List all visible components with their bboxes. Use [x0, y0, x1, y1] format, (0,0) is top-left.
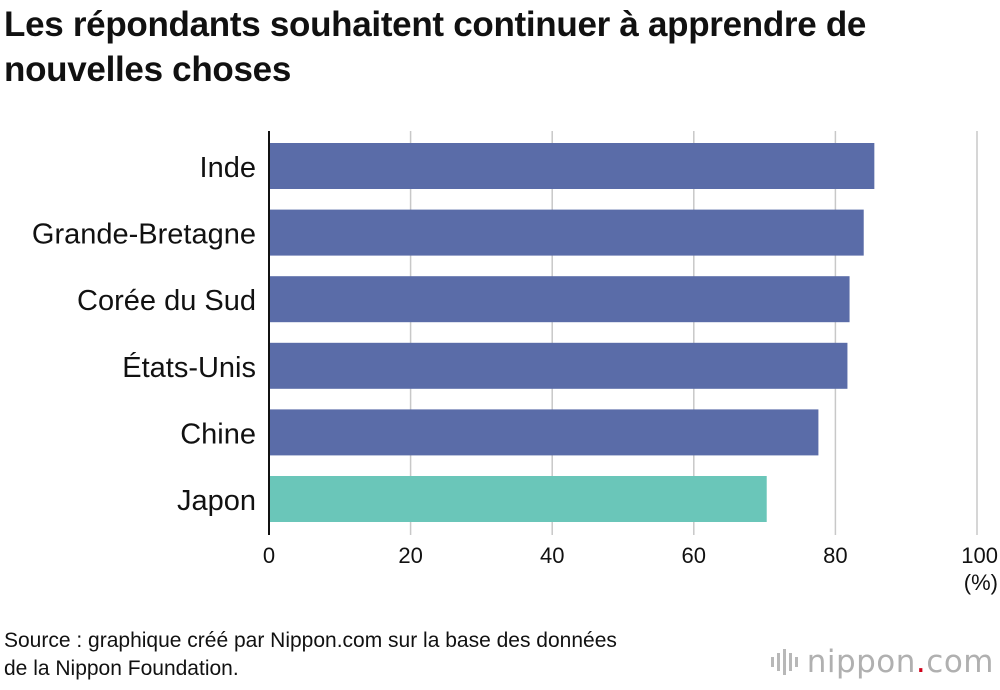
source-line-2: de la Nippon Foundation. [4, 657, 239, 680]
x-tick-label-0: 0 [263, 543, 275, 568]
source-line-1: Source : graphique créé par Nippon.com s… [4, 629, 617, 652]
x-tick-label-100: 100 [961, 543, 998, 568]
x-unit-label: (%) [964, 570, 998, 595]
x-tick-label-80: 80 [823, 543, 847, 568]
chart-title: Les répondants souhaitent continuer à ap… [4, 5, 867, 89]
x-tick-label-20: 20 [398, 543, 422, 568]
x-tick-label-60: 60 [682, 543, 706, 568]
category-label-4: Chine [180, 418, 256, 450]
category-label-5: Japon [177, 485, 256, 517]
bar-1 [269, 209, 864, 256]
nippon-logo: nippon. com [770, 644, 994, 680]
labels: Inde Grande-Bretagne Corée du Sud États-Uni… [32, 152, 998, 595]
x-tick-label-40: 40 [540, 543, 564, 568]
logo-suffix: com [926, 644, 994, 680]
bars [269, 143, 875, 522]
bar-chart: Inde Grande-Bretagne Corée du Sud États-Uni… [32, 131, 998, 595]
bar-5 [269, 476, 767, 522]
logo-dot: . [915, 644, 927, 680]
logo-name: nippon [806, 644, 916, 680]
category-label-2: Corée du Sud [77, 285, 256, 317]
bar-3 [269, 342, 848, 389]
source-note: Source : graphique créé par Nippon.com s… [4, 627, 617, 683]
category-label-1: Grande-Bretagne [32, 219, 256, 251]
grid-lines [409, 131, 978, 535]
category-label-3: États-Unis [122, 351, 256, 384]
bar-0 [269, 143, 875, 189]
nippon-logo-bars-icon [770, 649, 801, 675]
bar-2 [269, 276, 850, 323]
category-label-0: Inde [200, 152, 256, 184]
bar-4 [269, 409, 819, 456]
